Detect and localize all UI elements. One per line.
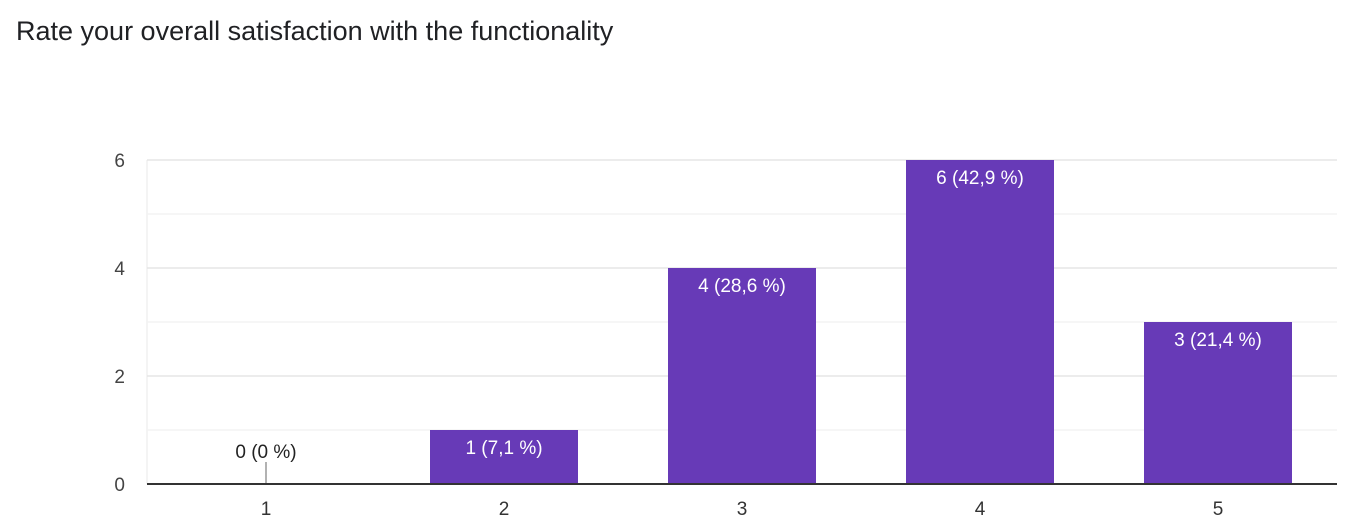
- x-tick-label: 3: [737, 499, 748, 520]
- bar: [668, 268, 816, 484]
- data-label: 3 (21,4 %): [1174, 330, 1262, 351]
- y-tick-label: 6: [114, 151, 125, 172]
- y-tick-label: 0: [114, 475, 125, 496]
- bar: [1144, 322, 1292, 484]
- x-tick-label: 2: [499, 499, 510, 520]
- bar: [430, 430, 578, 484]
- data-label: 0 (0 %): [235, 442, 296, 463]
- chart-title: Rate your overall satisfaction with the …: [16, 16, 614, 46]
- data-label: 4 (28,6 %): [698, 276, 786, 297]
- y-tick-label: 2: [114, 367, 125, 388]
- y-tick-label: 4: [114, 259, 125, 280]
- x-tick-label: 4: [975, 499, 986, 520]
- x-tick-label: 5: [1213, 499, 1224, 520]
- data-label: 1 (7,1 %): [465, 438, 542, 459]
- x-tick-label: 1: [261, 499, 272, 520]
- data-label: 6 (42,9 %): [936, 168, 1024, 189]
- bar: [906, 160, 1054, 484]
